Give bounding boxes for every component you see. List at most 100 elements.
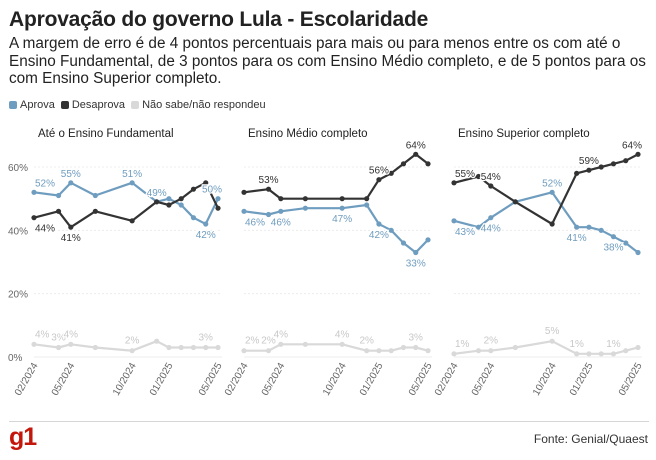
data-point: [488, 215, 494, 221]
data-point: [610, 161, 617, 167]
data-point: [215, 196, 221, 202]
data-label: 2%: [261, 336, 276, 347]
data-point: [413, 151, 419, 157]
data-point: [610, 234, 617, 240]
data-point: [475, 348, 482, 354]
series-line-aprova: [243, 203, 429, 254]
data-point: [166, 202, 172, 208]
x-tick-label: 05/2025: [617, 361, 645, 398]
legend-label-nao-sabe: Não sabe/não respondeu: [142, 99, 266, 111]
chart-subtitle: A margem de erro é de 4 pontos percentua…: [9, 35, 646, 87]
data-point: [586, 351, 592, 357]
data-point: [92, 344, 98, 351]
data-label: 2%: [245, 336, 260, 347]
data-label: 52%: [35, 178, 55, 189]
data-point: [413, 344, 419, 351]
data-point: [68, 224, 74, 230]
data-point: [278, 208, 284, 214]
data-point: [425, 161, 431, 167]
data-point: [129, 180, 135, 186]
data-label: 46%: [271, 217, 291, 228]
data-point: [574, 351, 580, 357]
data-point: [388, 348, 394, 354]
data-label: 2%: [359, 336, 374, 347]
data-point: [55, 192, 62, 199]
data-point: [241, 208, 247, 214]
data-point: [451, 351, 457, 357]
legend-label-aprova: Aprova: [20, 99, 55, 111]
data-point: [425, 237, 431, 243]
g1-logo: g1: [9, 423, 37, 451]
data-point: [451, 218, 457, 224]
data-point: [364, 348, 370, 354]
data-point: [166, 196, 172, 202]
data-point: [55, 344, 62, 351]
x-tick-label: 10/2024: [111, 361, 139, 398]
x-tick-label: 05/2024: [260, 361, 288, 398]
data-point: [574, 224, 580, 230]
data-point: [586, 224, 592, 230]
data-label: 44%: [35, 224, 55, 235]
data-point: [154, 199, 160, 205]
legend-item-desaprova: Desaprova: [60, 99, 125, 111]
data-point: [339, 196, 345, 202]
data-point: [278, 196, 284, 202]
panel-title-1: Até o Ensino Fundamental: [38, 128, 174, 140]
data-point: [92, 208, 98, 214]
data-point: [388, 170, 394, 176]
data-label: 41%: [61, 233, 81, 244]
x-tick-label: 10/2024: [531, 361, 559, 398]
data-point: [475, 224, 482, 230]
legend-swatch-aprova: [9, 101, 17, 109]
data-point: [178, 344, 184, 351]
data-label: 53%: [259, 175, 279, 186]
data-label: 3%: [409, 333, 424, 344]
data-point: [302, 205, 308, 211]
data-label: 2%: [125, 336, 140, 347]
data-point: [635, 249, 641, 256]
data-point: [31, 189, 37, 195]
x-tick-label: 05/2025: [407, 361, 435, 398]
data-label: 56%: [369, 166, 389, 177]
data-point: [376, 221, 382, 227]
data-label: 4%: [335, 329, 350, 340]
data-point: [598, 164, 604, 170]
data-point: [598, 351, 604, 357]
data-label: 43%: [455, 227, 475, 238]
data-point: [623, 240, 629, 246]
charts-area: Até o Ensino Fundamental 0% 20% 40% 60% 02/20…: [8, 128, 645, 398]
data-label: 50%: [202, 185, 222, 196]
legend: Aprova Desaprova Não sabe/não respondeu: [9, 99, 272, 111]
data-point: [31, 215, 37, 221]
data-point: [203, 221, 209, 227]
data-point: [574, 170, 580, 176]
data-point: [203, 180, 209, 186]
data-label: 4%: [274, 329, 289, 340]
data-point: [241, 189, 247, 195]
x-tick-label: 05/2024: [470, 361, 498, 398]
data-label: 46%: [245, 217, 265, 228]
data-point: [265, 348, 272, 354]
data-point: [549, 221, 555, 227]
data-label: 33%: [406, 259, 426, 270]
data-point: [635, 151, 641, 157]
data-point: [610, 351, 617, 357]
data-label: 64%: [622, 140, 642, 151]
data-label: 3%: [199, 333, 214, 344]
legend-item-aprova: Aprova: [9, 99, 55, 111]
x-tick-label: 02/2024: [433, 361, 461, 398]
data-point: [598, 227, 604, 233]
data-point: [203, 344, 209, 351]
legend-swatch-desaprova: [60, 101, 69, 109]
panel-title-3: Ensino Superior completo: [458, 128, 590, 140]
data-point: [278, 341, 284, 347]
data-point: [586, 167, 592, 173]
x-tick-label: 02/2024: [223, 361, 251, 398]
data-label: 55%: [455, 169, 475, 180]
data-point: [488, 348, 494, 354]
y-tick-label: 0%: [8, 353, 23, 364]
data-point: [265, 186, 272, 192]
data-point: [512, 199, 518, 205]
data-label: 49%: [147, 188, 167, 199]
data-point: [400, 161, 407, 167]
